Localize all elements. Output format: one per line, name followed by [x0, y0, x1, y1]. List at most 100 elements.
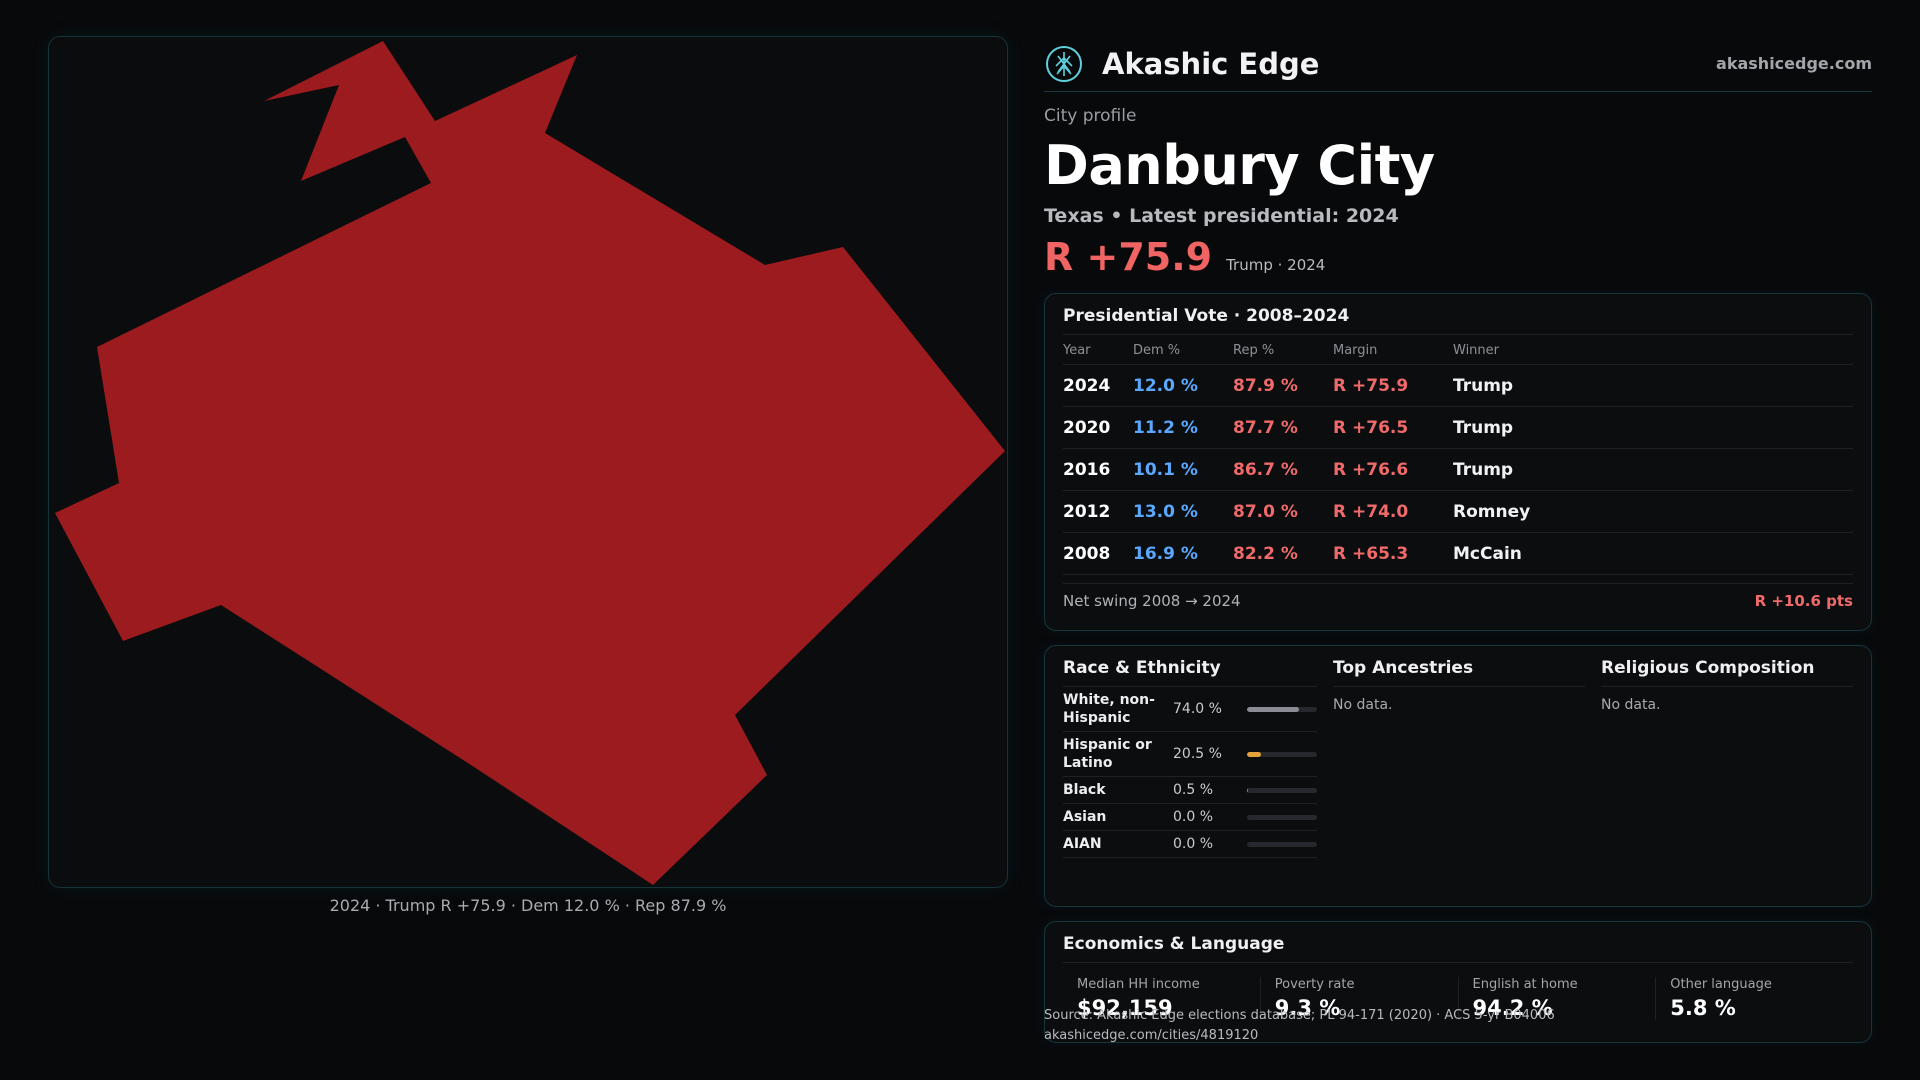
ancestries-title: Top Ancestries: [1333, 658, 1585, 687]
headline-margin-note: Trump · 2024: [1226, 256, 1326, 274]
tree-emblem-icon: [1046, 45, 1082, 82]
row-winner: Trump: [1453, 448, 1853, 491]
table-row: 2008 16.9 % 82.2 % R +65.3 McCain: [1063, 532, 1853, 575]
col-dem: Dem %: [1133, 335, 1233, 365]
econ-value: 9.3 %: [1274, 996, 1341, 1020]
row-dem: 12.0 %: [1133, 364, 1233, 407]
list-item: White, non-Hispanic 74.0 %: [1063, 687, 1317, 732]
profile-subtitle: Texas • Latest presidential: 2024: [1044, 205, 1399, 227]
source-url-link[interactable]: akashicedge.com/cities/4819120: [1044, 1028, 1259, 1043]
net-swing-row: Net swing 2008 → 2024 R +10.6 pts: [1063, 583, 1853, 610]
race-value: 0.0 %: [1173, 809, 1214, 825]
profile-eyebrow: City profile: [1044, 106, 1137, 126]
row-margin: R +75.9: [1333, 364, 1453, 407]
presidential-vote-card: Presidential Vote · 2008–2024 Year Dem %…: [1044, 293, 1872, 631]
economics-title: Economics & Language: [1063, 934, 1853, 963]
table-row: 2020 11.2 % 87.7 % R +76.5 Trump: [1063, 406, 1853, 449]
city-boundary-shape: [55, 41, 1005, 885]
demographics-card: Race & Ethnicity White, non-Hispanic 74.…: [1044, 645, 1872, 907]
row-year: 2008: [1063, 532, 1133, 575]
race-title: Race & Ethnicity: [1063, 658, 1317, 687]
row-margin: R +76.5: [1333, 406, 1453, 449]
econ-item-other-language: Other language 5.8 %: [1655, 977, 1853, 1020]
col-year: Year: [1063, 335, 1133, 365]
econ-label: Poverty rate: [1274, 977, 1355, 992]
economics-card: Economics & Language Median HH income $9…: [1044, 921, 1872, 1043]
row-year: 2016: [1063, 448, 1133, 491]
source-line: Source: Akashic Edge elections database;…: [1044, 1008, 1555, 1023]
econ-item-english: English at home 94.2 %: [1457, 977, 1656, 1020]
race-value: 0.5 %: [1173, 782, 1214, 798]
econ-label: Other language: [1670, 977, 1772, 992]
row-dem: 11.2 %: [1133, 406, 1233, 449]
race-label: White, non-Hispanic: [1063, 692, 1155, 726]
religion-section: Religious Composition No data.: [1601, 658, 1853, 894]
econ-item-poverty: Poverty rate 9.3 %: [1259, 977, 1458, 1020]
race-label: AIAN: [1063, 836, 1102, 852]
row-margin: R +65.3: [1333, 532, 1453, 575]
vote-card-title: Presidential Vote · 2008–2024: [1063, 306, 1853, 335]
headline-margin: R +75.9 Trump · 2024: [1044, 235, 1872, 279]
ancestries-empty: No data.: [1333, 697, 1393, 713]
row-year: 2024: [1063, 364, 1133, 407]
econ-value: $92,159: [1077, 996, 1173, 1020]
list-item: Asian 0.0 %: [1063, 804, 1317, 831]
row-margin: R +74.0: [1333, 490, 1453, 533]
econ-value: 5.8 %: [1670, 996, 1736, 1020]
col-margin: Margin: [1333, 335, 1453, 365]
race-bar-track: [1247, 751, 1317, 757]
list-item: Hispanic or Latino 20.5 %: [1063, 732, 1317, 777]
profile-panel: Akashic Edge akashicedge.com City profil…: [1044, 36, 1872, 1043]
table-row: 2016 10.1 % 86.7 % R +76.6 Trump: [1063, 448, 1853, 491]
race-bar-track: [1247, 706, 1317, 712]
race-bar-fill: [1247, 706, 1299, 712]
table-row: 2012 13.0 % 87.0 % R +74.0 Romney: [1063, 490, 1853, 533]
col-rep: Rep %: [1233, 335, 1333, 365]
race-ethnicity-section: Race & Ethnicity White, non-Hispanic 74.…: [1063, 658, 1317, 894]
city-boundary-map: [55, 41, 1005, 885]
brand-header: Akashic Edge akashicedge.com: [1044, 36, 1872, 92]
economics-grid: Median HH income $92,159 Poverty rate 9.…: [1063, 977, 1853, 1020]
list-item: Black 0.5 %: [1063, 777, 1317, 804]
row-winner: McCain: [1453, 532, 1853, 575]
row-dem: 13.0 %: [1133, 490, 1233, 533]
map-caption: 2024 · Trump R +75.9 · Dem 12.0 % · Rep …: [329, 896, 727, 915]
race-value: 20.5 %: [1173, 746, 1222, 762]
brand-name: Akashic Edge: [1102, 46, 1320, 81]
row-rep: 87.7 %: [1233, 406, 1333, 449]
race-bar-track: [1247, 814, 1317, 820]
page-title: Danbury City: [1044, 134, 1435, 197]
row-margin: R +76.6: [1333, 448, 1453, 491]
net-swing-value: R +10.6 pts: [1754, 592, 1853, 610]
race-value: 74.0 %: [1173, 701, 1222, 717]
econ-item-income: Median HH income $92,159: [1063, 977, 1260, 1020]
race-value: 0.0 %: [1173, 836, 1214, 852]
ancestries-section: Top Ancestries No data.: [1333, 658, 1585, 894]
row-rep: 87.9 %: [1233, 364, 1333, 407]
source-footer: Source: Akashic Edge elections database;…: [1044, 1006, 1872, 1046]
row-winner: Romney: [1453, 490, 1853, 533]
col-winner: Winner: [1453, 335, 1853, 365]
city-map-panel[interactable]: [48, 36, 1008, 888]
net-swing-label: Net swing 2008 → 2024: [1063, 592, 1241, 610]
row-year: 2020: [1063, 406, 1133, 449]
econ-value: 94.2 %: [1472, 996, 1553, 1020]
race-label: Asian: [1063, 809, 1107, 825]
race-label: Black: [1063, 782, 1106, 798]
religion-title: Religious Composition: [1601, 658, 1853, 687]
religion-empty: No data.: [1601, 697, 1661, 713]
list-item: AIAN 0.0 %: [1063, 831, 1317, 858]
econ-label: English at home: [1472, 977, 1578, 992]
race-bar-fill: [1247, 751, 1262, 757]
row-year: 2012: [1063, 490, 1133, 533]
race-bar-track: [1247, 787, 1317, 793]
race-bar-track: [1247, 841, 1317, 847]
row-winner: Trump: [1453, 406, 1853, 449]
brand-url-link[interactable]: akashicedge.com: [1716, 54, 1872, 73]
table-row: 2024 12.0 % 87.9 % R +75.9 Trump: [1063, 364, 1853, 407]
row-rep: 86.7 %: [1233, 448, 1333, 491]
race-list: White, non-Hispanic 74.0 % Hispanic or L…: [1063, 687, 1317, 858]
row-dem: 10.1 %: [1133, 448, 1233, 491]
econ-label: Median HH income: [1077, 977, 1200, 992]
row-rep: 87.0 %: [1233, 490, 1333, 533]
